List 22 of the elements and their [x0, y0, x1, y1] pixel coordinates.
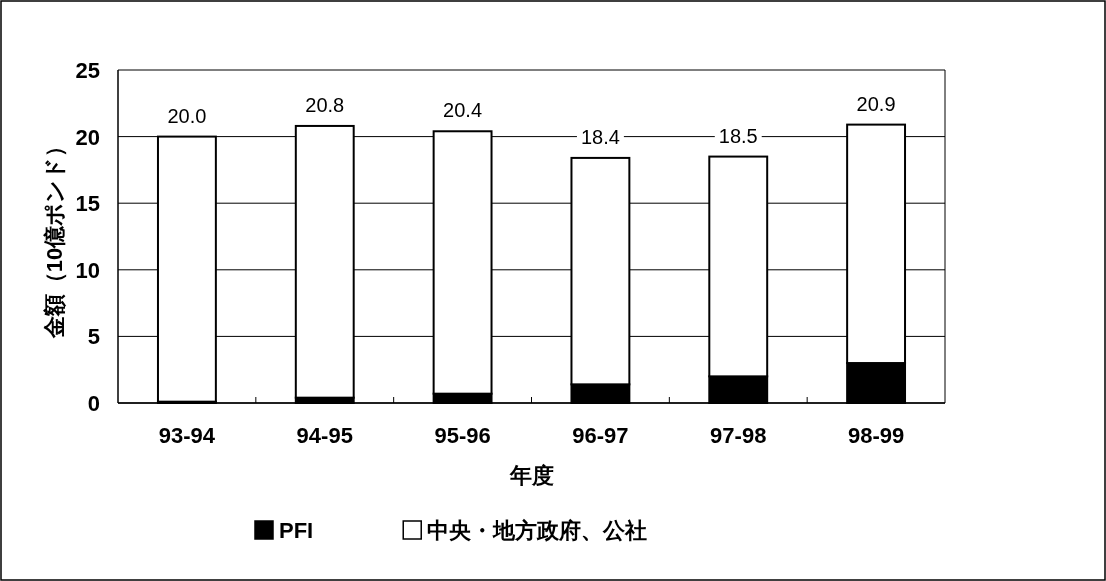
- x-tick-label: 98-99: [847, 423, 905, 448]
- total-label: 18.5: [718, 124, 758, 147]
- x-tick-label: 96-97: [572, 423, 629, 448]
- legend-label: PFI: [279, 518, 314, 543]
- total-label: 20.4: [443, 99, 483, 122]
- y-tick-label: 10: [75, 257, 100, 283]
- total-label: 20.0: [167, 104, 207, 127]
- x-tick-label: 95-96: [434, 423, 491, 448]
- y-tick-label: 20: [75, 124, 100, 150]
- total-label: 20.8: [305, 93, 345, 116]
- y-tick-label: 0: [87, 391, 100, 416]
- y-tick-label: 25: [75, 58, 100, 83]
- total-label: 20.9: [856, 92, 896, 115]
- y-tick-label: 15: [75, 191, 100, 217]
- x-tick-label: 93-94: [158, 423, 216, 448]
- total-label: 18.4: [580, 125, 620, 148]
- x-tick-label: 97-98: [710, 423, 767, 448]
- y-tick-label: 5: [87, 324, 100, 350]
- legend-label: 中央・地方政府、公社: [427, 518, 648, 543]
- y-axis-title: 金額（10億ポンド）: [42, 134, 67, 340]
- x-axis-title: 年度: [508, 463, 554, 488]
- x-tick-label: 94-95: [296, 423, 353, 448]
